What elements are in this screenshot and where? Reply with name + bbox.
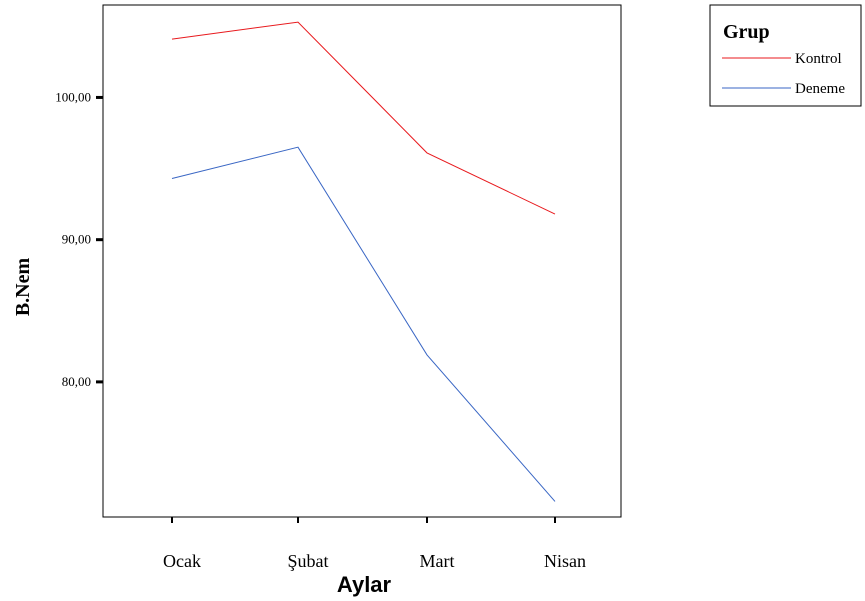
series-lines	[171, 21, 556, 502]
legend-label-deneme: Deneme	[795, 81, 845, 97]
plot-area	[102, 4, 622, 518]
legend-title: Grup	[723, 21, 770, 43]
legend-label-kontrol: Kontrol	[795, 51, 842, 67]
x-tick-number-mask	[288, 529, 308, 543]
series-line-deneme	[171, 146, 556, 502]
x-tick-number-mask	[545, 529, 565, 543]
x-category-label: Mart	[420, 551, 455, 571]
legend: Grup Kontrol Deneme	[709, 4, 862, 107]
x-tick-number-mask	[162, 529, 182, 543]
x-tick-number-mask	[417, 529, 437, 543]
x-axis-ticks: 1Ocak2Şubat3Mart4Nisan	[162, 517, 586, 571]
y-tick-label: 80,00	[62, 374, 91, 389]
x-category-label: Şubat	[287, 551, 328, 571]
x-axis-title: Aylar	[337, 572, 392, 597]
y-tick-label: 90,00	[62, 232, 91, 247]
y-tick-label: 100,00	[55, 89, 91, 104]
y-axis-ticks: 80,00 90,00 100,00	[55, 89, 103, 389]
series-line-kontrol	[171, 21, 556, 215]
x-category-label: Ocak	[163, 551, 201, 571]
y-axis-title: B.Nem	[12, 258, 34, 317]
x-category-label: Nisan	[544, 551, 586, 571]
legend-items: Kontrol Deneme	[722, 51, 845, 97]
legend-box	[709, 4, 862, 107]
